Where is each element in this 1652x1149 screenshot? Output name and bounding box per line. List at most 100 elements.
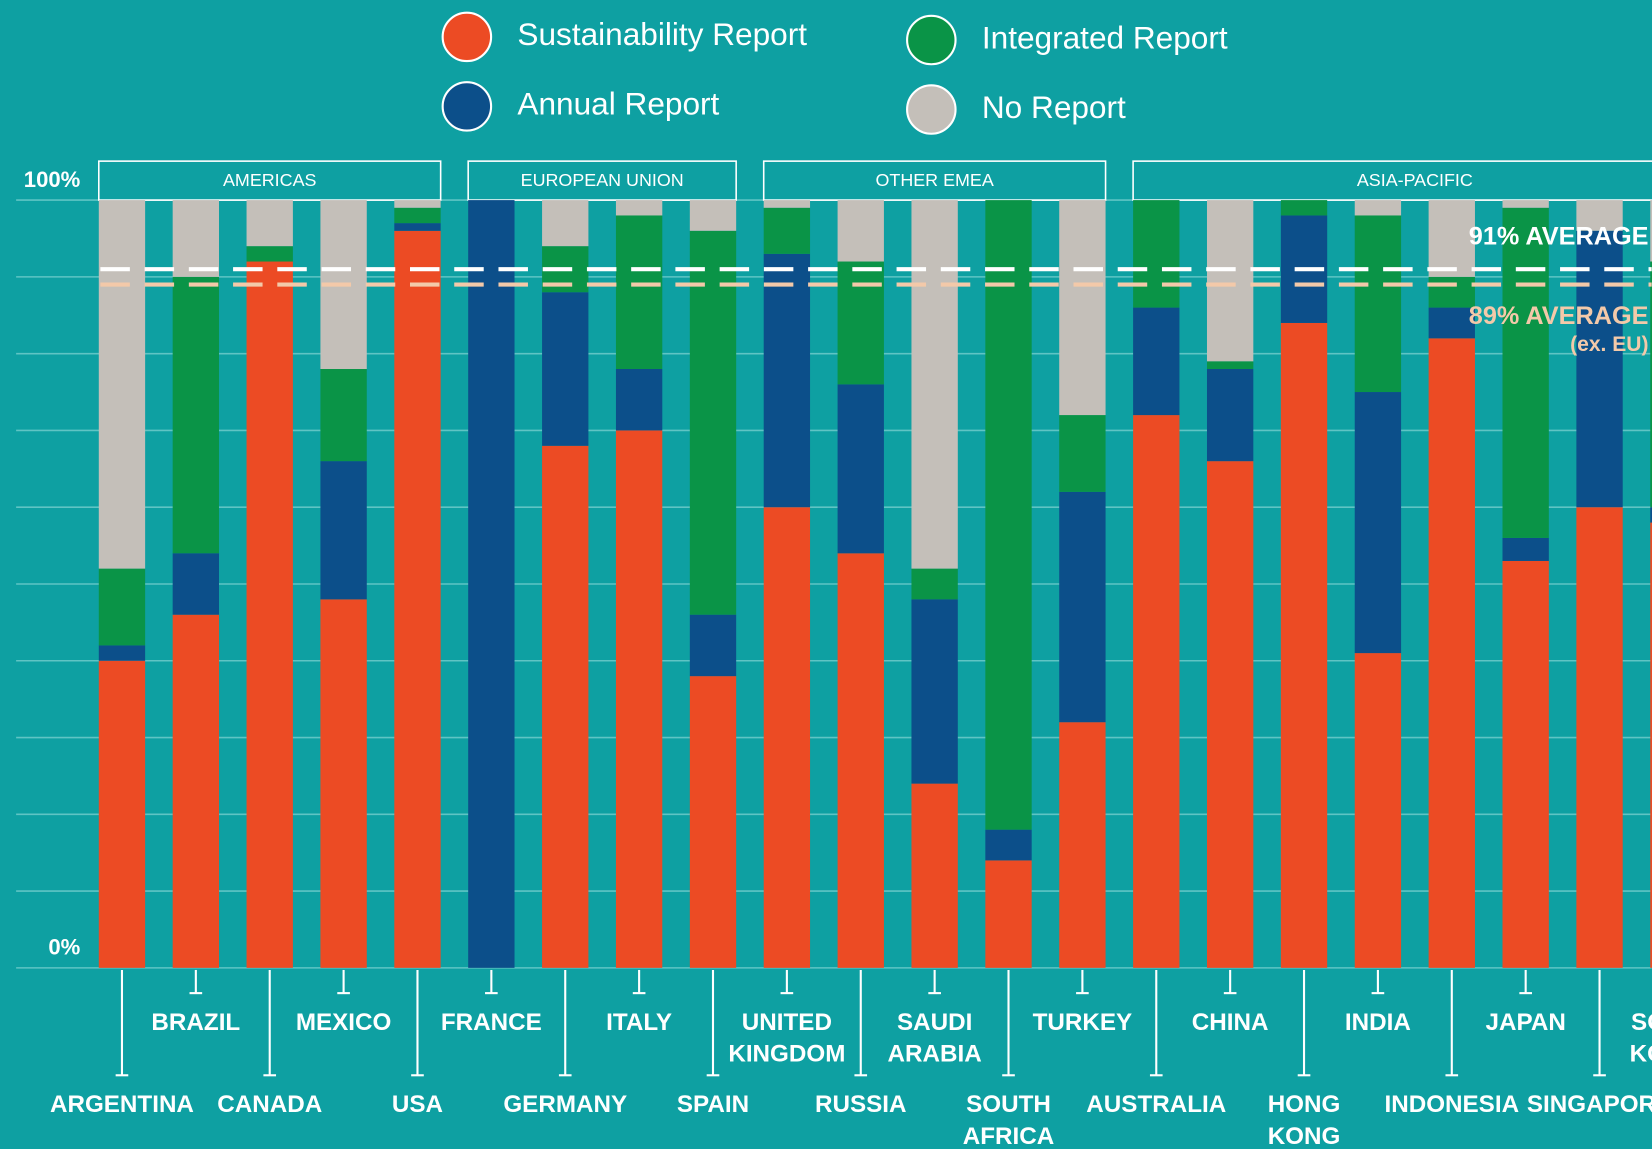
average-label: 89% AVERAGE bbox=[1469, 302, 1649, 330]
bar-segment bbox=[689, 200, 737, 231]
bar-segment bbox=[1133, 307, 1180, 416]
bar-segment bbox=[246, 200, 293, 247]
bar-segment bbox=[1650, 200, 1652, 262]
x-tick-label: CANADA bbox=[217, 1091, 322, 1118]
bar-segment bbox=[1428, 200, 1475, 277]
bar-segment bbox=[1059, 491, 1106, 723]
x-tick-label: USA bbox=[392, 1091, 443, 1118]
bar-segment bbox=[172, 200, 220, 277]
bar-segment bbox=[172, 276, 220, 554]
legend-swatch bbox=[906, 14, 957, 66]
legend-label: Annual Report bbox=[517, 86, 719, 122]
x-tick-label: RUSSIA bbox=[815, 1091, 907, 1118]
bar-segment bbox=[1502, 207, 1549, 538]
bar-segment bbox=[837, 261, 884, 385]
bar-segment bbox=[911, 568, 958, 600]
bar-segment bbox=[837, 553, 884, 968]
group-label: EUROPEAN UNION bbox=[521, 170, 684, 190]
bar-segment bbox=[1576, 230, 1623, 508]
bar-segment bbox=[763, 207, 811, 254]
bar-segment bbox=[985, 200, 1032, 830]
bar-segment bbox=[1206, 200, 1254, 362]
x-tick-label: ITALY bbox=[606, 1009, 672, 1036]
x-tick-label: BRAZIL bbox=[151, 1009, 240, 1036]
x-tick-label: SPAIN bbox=[677, 1091, 749, 1118]
bar-segment bbox=[1059, 722, 1106, 968]
x-tick-label: TURKEY bbox=[1033, 1009, 1133, 1036]
bar-segment bbox=[1206, 461, 1254, 968]
average-label: (ex. EU) bbox=[1570, 333, 1648, 356]
legend-swatch bbox=[906, 84, 957, 135]
bar-segment bbox=[394, 200, 441, 208]
bar-segment bbox=[1650, 261, 1652, 508]
x-tick-label: KOREA bbox=[1630, 1041, 1652, 1068]
legend-label: No Report bbox=[982, 89, 1126, 125]
bar-segment bbox=[911, 599, 958, 784]
x-tick-label: CHINA bbox=[1192, 1009, 1269, 1036]
bar-segment bbox=[172, 553, 220, 615]
bar-segment bbox=[320, 461, 367, 600]
bar-segment bbox=[911, 783, 958, 968]
bar-segment bbox=[394, 230, 441, 968]
bar-segment bbox=[1206, 369, 1254, 462]
bar-segment bbox=[689, 676, 737, 968]
y-tick-label: 0% bbox=[48, 935, 80, 960]
average-label: 91% AVERAGE bbox=[1469, 222, 1649, 250]
bar-segment bbox=[1428, 276, 1475, 308]
bar-segment bbox=[1502, 537, 1549, 561]
bar-segment bbox=[1133, 200, 1180, 308]
bar-segment bbox=[837, 384, 884, 554]
bar-segment bbox=[1576, 200, 1623, 231]
group-box bbox=[1132, 160, 1652, 201]
bar-segment bbox=[689, 614, 737, 677]
x-tick-label: AFRICA bbox=[963, 1123, 1054, 1149]
bar-segment bbox=[1354, 392, 1402, 654]
bar-segment bbox=[1059, 415, 1106, 492]
x-tick-label: ARABIA bbox=[888, 1041, 982, 1068]
bar-segment bbox=[394, 223, 441, 231]
x-tick-label: INDIA bbox=[1345, 1009, 1411, 1036]
group-label: ASIA-PACIFIC bbox=[1357, 170, 1473, 190]
bar-segment bbox=[1354, 200, 1402, 216]
bar-segment bbox=[1280, 200, 1328, 216]
group-label: OTHER EMEA bbox=[875, 170, 993, 190]
x-tick-label: MEXICO bbox=[296, 1009, 392, 1036]
bar-segment bbox=[1650, 507, 1652, 523]
bar-segment bbox=[320, 599, 367, 968]
legend-swatch bbox=[441, 11, 493, 63]
bar-segment bbox=[763, 200, 811, 208]
bar-segment bbox=[172, 614, 220, 968]
bar-segment bbox=[985, 860, 1032, 968]
bar-segment bbox=[763, 253, 811, 508]
bar-segment bbox=[615, 430, 663, 968]
y-tick-label: 100% bbox=[24, 167, 81, 192]
bar-segment bbox=[985, 829, 1032, 861]
x-tick-label: AUSTRALIA bbox=[1086, 1091, 1226, 1118]
bar-segment bbox=[911, 200, 958, 569]
x-tick-label: JAPAN bbox=[1486, 1009, 1566, 1036]
x-tick-label: ARGENTINA bbox=[50, 1091, 194, 1118]
bar-segment bbox=[615, 369, 663, 431]
bar-segment bbox=[1428, 307, 1475, 339]
x-tick-label: INDONESIA bbox=[1385, 1091, 1520, 1118]
bar-segment bbox=[98, 660, 146, 968]
bar-segment bbox=[1206, 361, 1254, 370]
x-tick-label: SOUTH bbox=[966, 1091, 1051, 1118]
bar-segment bbox=[98, 200, 146, 569]
bar-segment bbox=[1650, 522, 1652, 968]
bar-segment bbox=[246, 261, 293, 968]
bar-segment bbox=[837, 200, 884, 262]
x-tick-label: HONG bbox=[1268, 1091, 1341, 1118]
bar-segment bbox=[1428, 338, 1475, 968]
bar-segment bbox=[320, 369, 367, 462]
bar-segment bbox=[98, 645, 146, 661]
bar-segment bbox=[615, 215, 663, 370]
bar-segment bbox=[1576, 507, 1623, 968]
x-tick-label: SAUDI bbox=[897, 1009, 972, 1036]
group-box bbox=[467, 160, 737, 201]
bar-segment bbox=[394, 207, 441, 224]
bar-segment bbox=[468, 200, 515, 968]
x-tick-label: FRANCE bbox=[441, 1009, 542, 1036]
bar-segment bbox=[1280, 322, 1328, 968]
